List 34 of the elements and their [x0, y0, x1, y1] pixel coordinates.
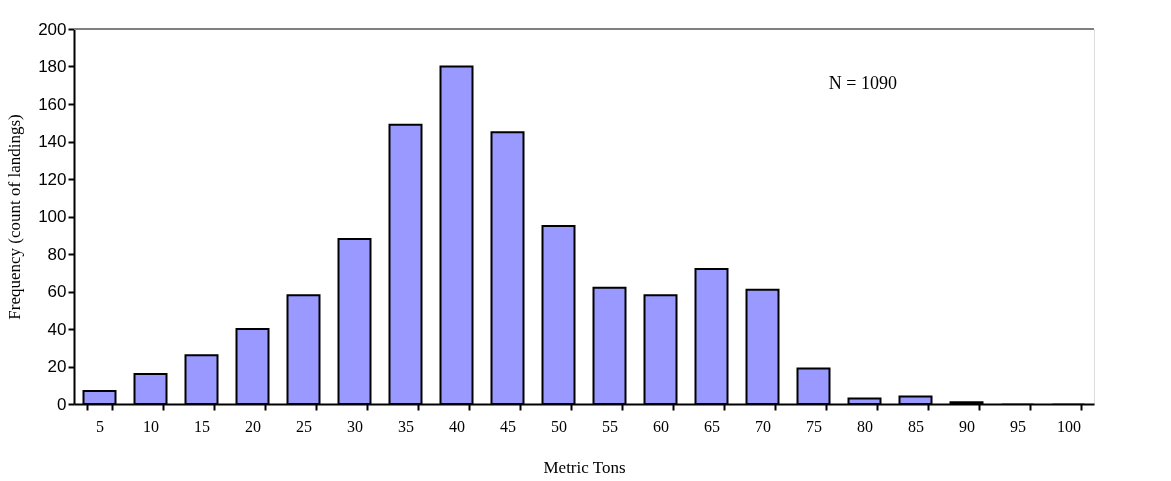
y-axis-title: Frequency (count of landings)	[5, 114, 25, 320]
x-tick-label: 5	[96, 417, 104, 435]
y-tick-label: 20	[47, 357, 67, 376]
x-tick-label: 55	[602, 417, 618, 435]
x-axis-title: Metric Tons	[543, 457, 626, 477]
y-tick-label: 80	[47, 244, 67, 264]
x-tick-label: 45	[500, 417, 516, 435]
x-tick-label: 40	[449, 417, 465, 435]
y-tick-label: 160	[38, 94, 67, 114]
x-tick-label: 50	[551, 417, 567, 435]
x-tick-label: 25	[296, 417, 312, 435]
annotation: N = 1090	[828, 73, 897, 93]
y-tick-label: 120	[38, 169, 67, 189]
x-tick-label: 80	[857, 417, 873, 435]
x-tick-label: 90	[959, 417, 975, 435]
y-tick-label: 180	[38, 57, 67, 76]
x-tick-label: 100	[1057, 417, 1081, 435]
x-tick-label: 65	[704, 417, 720, 435]
x-tick-label: 10	[143, 417, 159, 435]
x-tick-label: 70	[755, 417, 771, 435]
y-tick-label: 140	[38, 132, 67, 151]
x-tick-label: 85	[908, 417, 924, 435]
y-tick-label: 40	[47, 319, 67, 339]
x-tick-label: 60	[653, 417, 669, 435]
x-tick-label: 15	[194, 417, 210, 435]
x-tick-label: 20	[245, 417, 261, 435]
x-tick-label: 35	[398, 417, 414, 435]
y-tick-label: 60	[47, 282, 67, 301]
x-tick-label: 95	[1010, 417, 1026, 435]
y-tick-label: 100	[38, 207, 67, 226]
y-tick-label: 200	[38, 19, 67, 39]
x-tick-label: 30	[347, 417, 363, 435]
y-tick-label: 0	[57, 394, 67, 414]
x-tick-label: 75	[806, 417, 822, 435]
